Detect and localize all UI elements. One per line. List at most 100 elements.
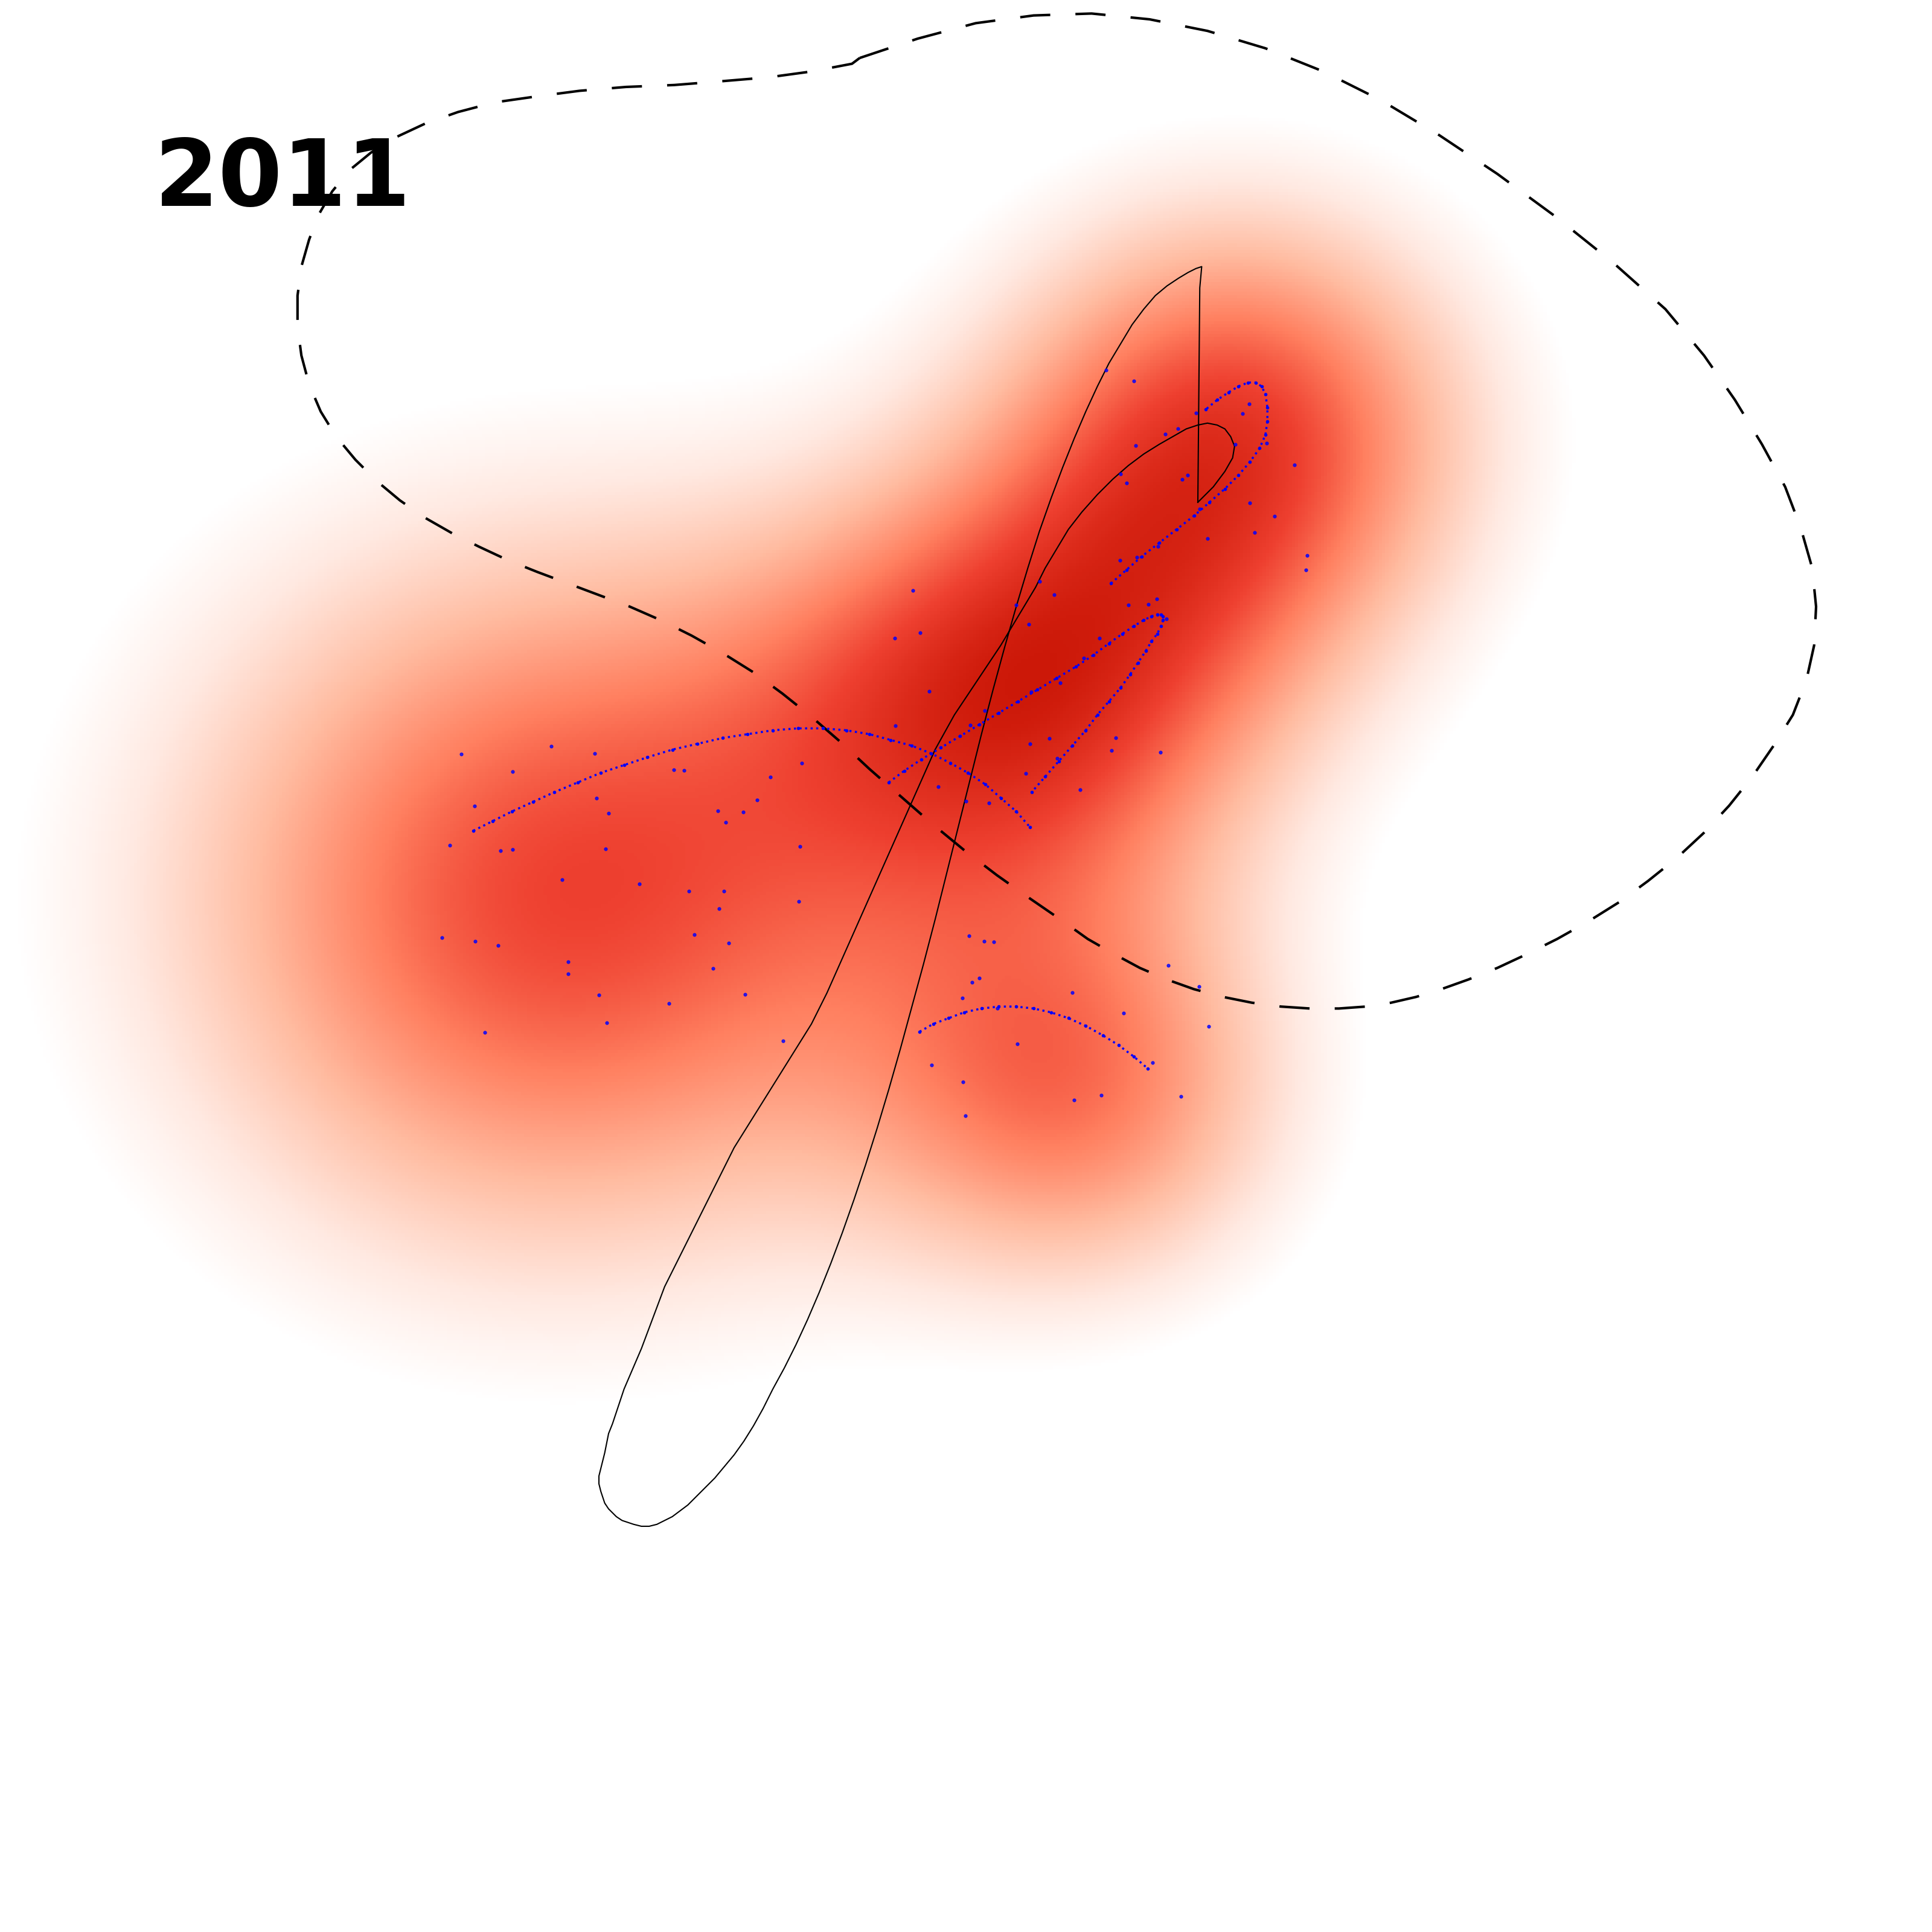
Point — [1119, 365, 1150, 396]
Point — [583, 980, 614, 1010]
Point — [1113, 589, 1144, 620]
Point — [1105, 458, 1136, 489]
Point — [460, 790, 491, 821]
Point — [786, 748, 817, 779]
Point — [497, 755, 527, 786]
Point — [713, 927, 744, 958]
Point — [1184, 972, 1215, 1003]
Point — [1279, 450, 1310, 481]
Point — [879, 622, 910, 653]
Point — [1167, 464, 1198, 495]
Point — [483, 929, 514, 960]
Point — [767, 1026, 798, 1057]
Point — [427, 922, 458, 952]
Point — [1014, 728, 1045, 759]
Point — [1132, 589, 1163, 620]
Point — [951, 1101, 981, 1132]
Point — [1111, 468, 1142, 498]
Point — [1016, 676, 1047, 707]
Point — [1291, 554, 1321, 585]
Point — [1034, 723, 1065, 753]
Point — [1184, 493, 1215, 524]
Point — [974, 788, 1005, 819]
Point — [711, 808, 742, 838]
Point — [1219, 429, 1250, 460]
Point — [1142, 531, 1173, 562]
Point — [1142, 583, 1173, 614]
Point — [1252, 427, 1283, 458]
Point — [703, 796, 734, 827]
Point — [1090, 355, 1121, 386]
Point — [1227, 398, 1258, 429]
Point — [1235, 487, 1265, 518]
Point — [580, 738, 611, 769]
Point — [970, 696, 1001, 726]
Point — [947, 983, 978, 1014]
Point — [1180, 398, 1211, 429]
Point — [896, 576, 927, 607]
Point — [1238, 518, 1269, 549]
Point — [730, 980, 761, 1010]
Point — [1039, 580, 1070, 611]
Point — [1150, 419, 1180, 450]
Point — [593, 798, 624, 829]
Point — [1151, 603, 1182, 634]
Point — [591, 1009, 622, 1039]
Point — [1012, 609, 1043, 639]
Point — [951, 786, 981, 817]
Point — [755, 761, 786, 792]
Point — [947, 1066, 978, 1097]
Point — [709, 875, 740, 906]
Point — [1001, 589, 1032, 620]
Point — [553, 947, 583, 978]
Point — [1173, 460, 1204, 491]
Point — [1235, 388, 1265, 419]
Point — [653, 987, 684, 1018]
Point — [1194, 1010, 1225, 1041]
Point — [460, 925, 491, 956]
Text: 2011: 2011 — [155, 135, 412, 226]
Point — [1084, 622, 1115, 653]
Point — [1105, 545, 1136, 576]
Point — [954, 920, 985, 951]
Point — [1095, 736, 1126, 767]
Point — [1041, 742, 1072, 773]
Point — [1068, 643, 1099, 674]
Point — [624, 867, 655, 898]
Point — [742, 784, 773, 815]
Point — [678, 920, 709, 951]
Point — [469, 1016, 500, 1047]
Point — [1024, 566, 1055, 597]
Point — [914, 676, 945, 707]
Point — [547, 864, 578, 895]
Point — [1146, 736, 1177, 767]
Point — [497, 835, 527, 866]
Point — [904, 616, 935, 647]
Point — [1099, 723, 1130, 753]
Point — [1165, 1082, 1196, 1113]
Point — [668, 755, 699, 786]
Point — [1121, 541, 1151, 572]
Point — [964, 962, 995, 993]
Point — [879, 709, 910, 740]
Point — [1192, 524, 1223, 554]
Point — [659, 753, 690, 784]
Point — [1163, 413, 1194, 444]
Point — [553, 958, 583, 989]
Point — [1153, 951, 1184, 981]
Point — [703, 893, 734, 923]
Point — [446, 738, 477, 769]
Point — [589, 833, 620, 864]
Point — [1065, 775, 1095, 806]
Point — [784, 885, 815, 916]
Point — [435, 831, 466, 862]
Point — [1121, 429, 1151, 460]
Point — [1010, 757, 1041, 788]
Point — [968, 925, 999, 956]
Point — [485, 835, 516, 866]
Point — [978, 927, 1009, 958]
Point — [1138, 1047, 1169, 1078]
Point — [956, 966, 987, 997]
Point — [674, 875, 705, 906]
Point — [697, 952, 728, 983]
